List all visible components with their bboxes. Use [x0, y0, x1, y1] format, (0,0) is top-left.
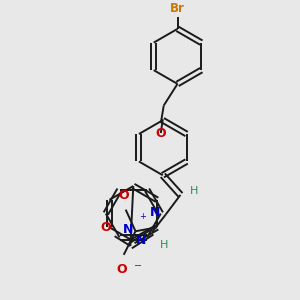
Text: N: N — [136, 234, 146, 247]
Text: O: O — [155, 127, 166, 140]
Text: N: N — [149, 206, 160, 219]
Text: O: O — [100, 221, 111, 234]
Text: O: O — [118, 189, 129, 202]
Text: +: + — [140, 212, 146, 221]
Text: O: O — [116, 263, 127, 276]
Text: −: − — [134, 261, 142, 271]
Text: H: H — [190, 186, 199, 196]
Text: H: H — [160, 240, 168, 250]
Text: N: N — [123, 223, 134, 236]
Text: Br: Br — [170, 2, 185, 15]
